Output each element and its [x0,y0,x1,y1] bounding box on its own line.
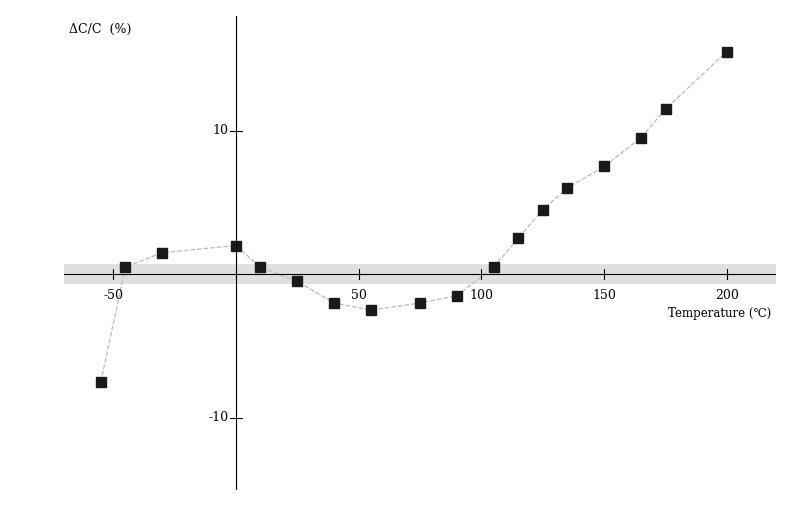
Text: 10: 10 [213,124,229,137]
Text: 150: 150 [592,289,616,302]
Text: -50: -50 [103,289,123,302]
Text: 200: 200 [715,289,739,302]
Text: 50: 50 [350,289,366,302]
Text: ΔC/C  (%): ΔC/C (%) [69,23,131,36]
Bar [64,264,776,284]
Text: -10: -10 [208,412,229,425]
Text: Temperature (℃): Temperature (℃) [668,306,771,319]
Text: 100: 100 [470,289,494,302]
